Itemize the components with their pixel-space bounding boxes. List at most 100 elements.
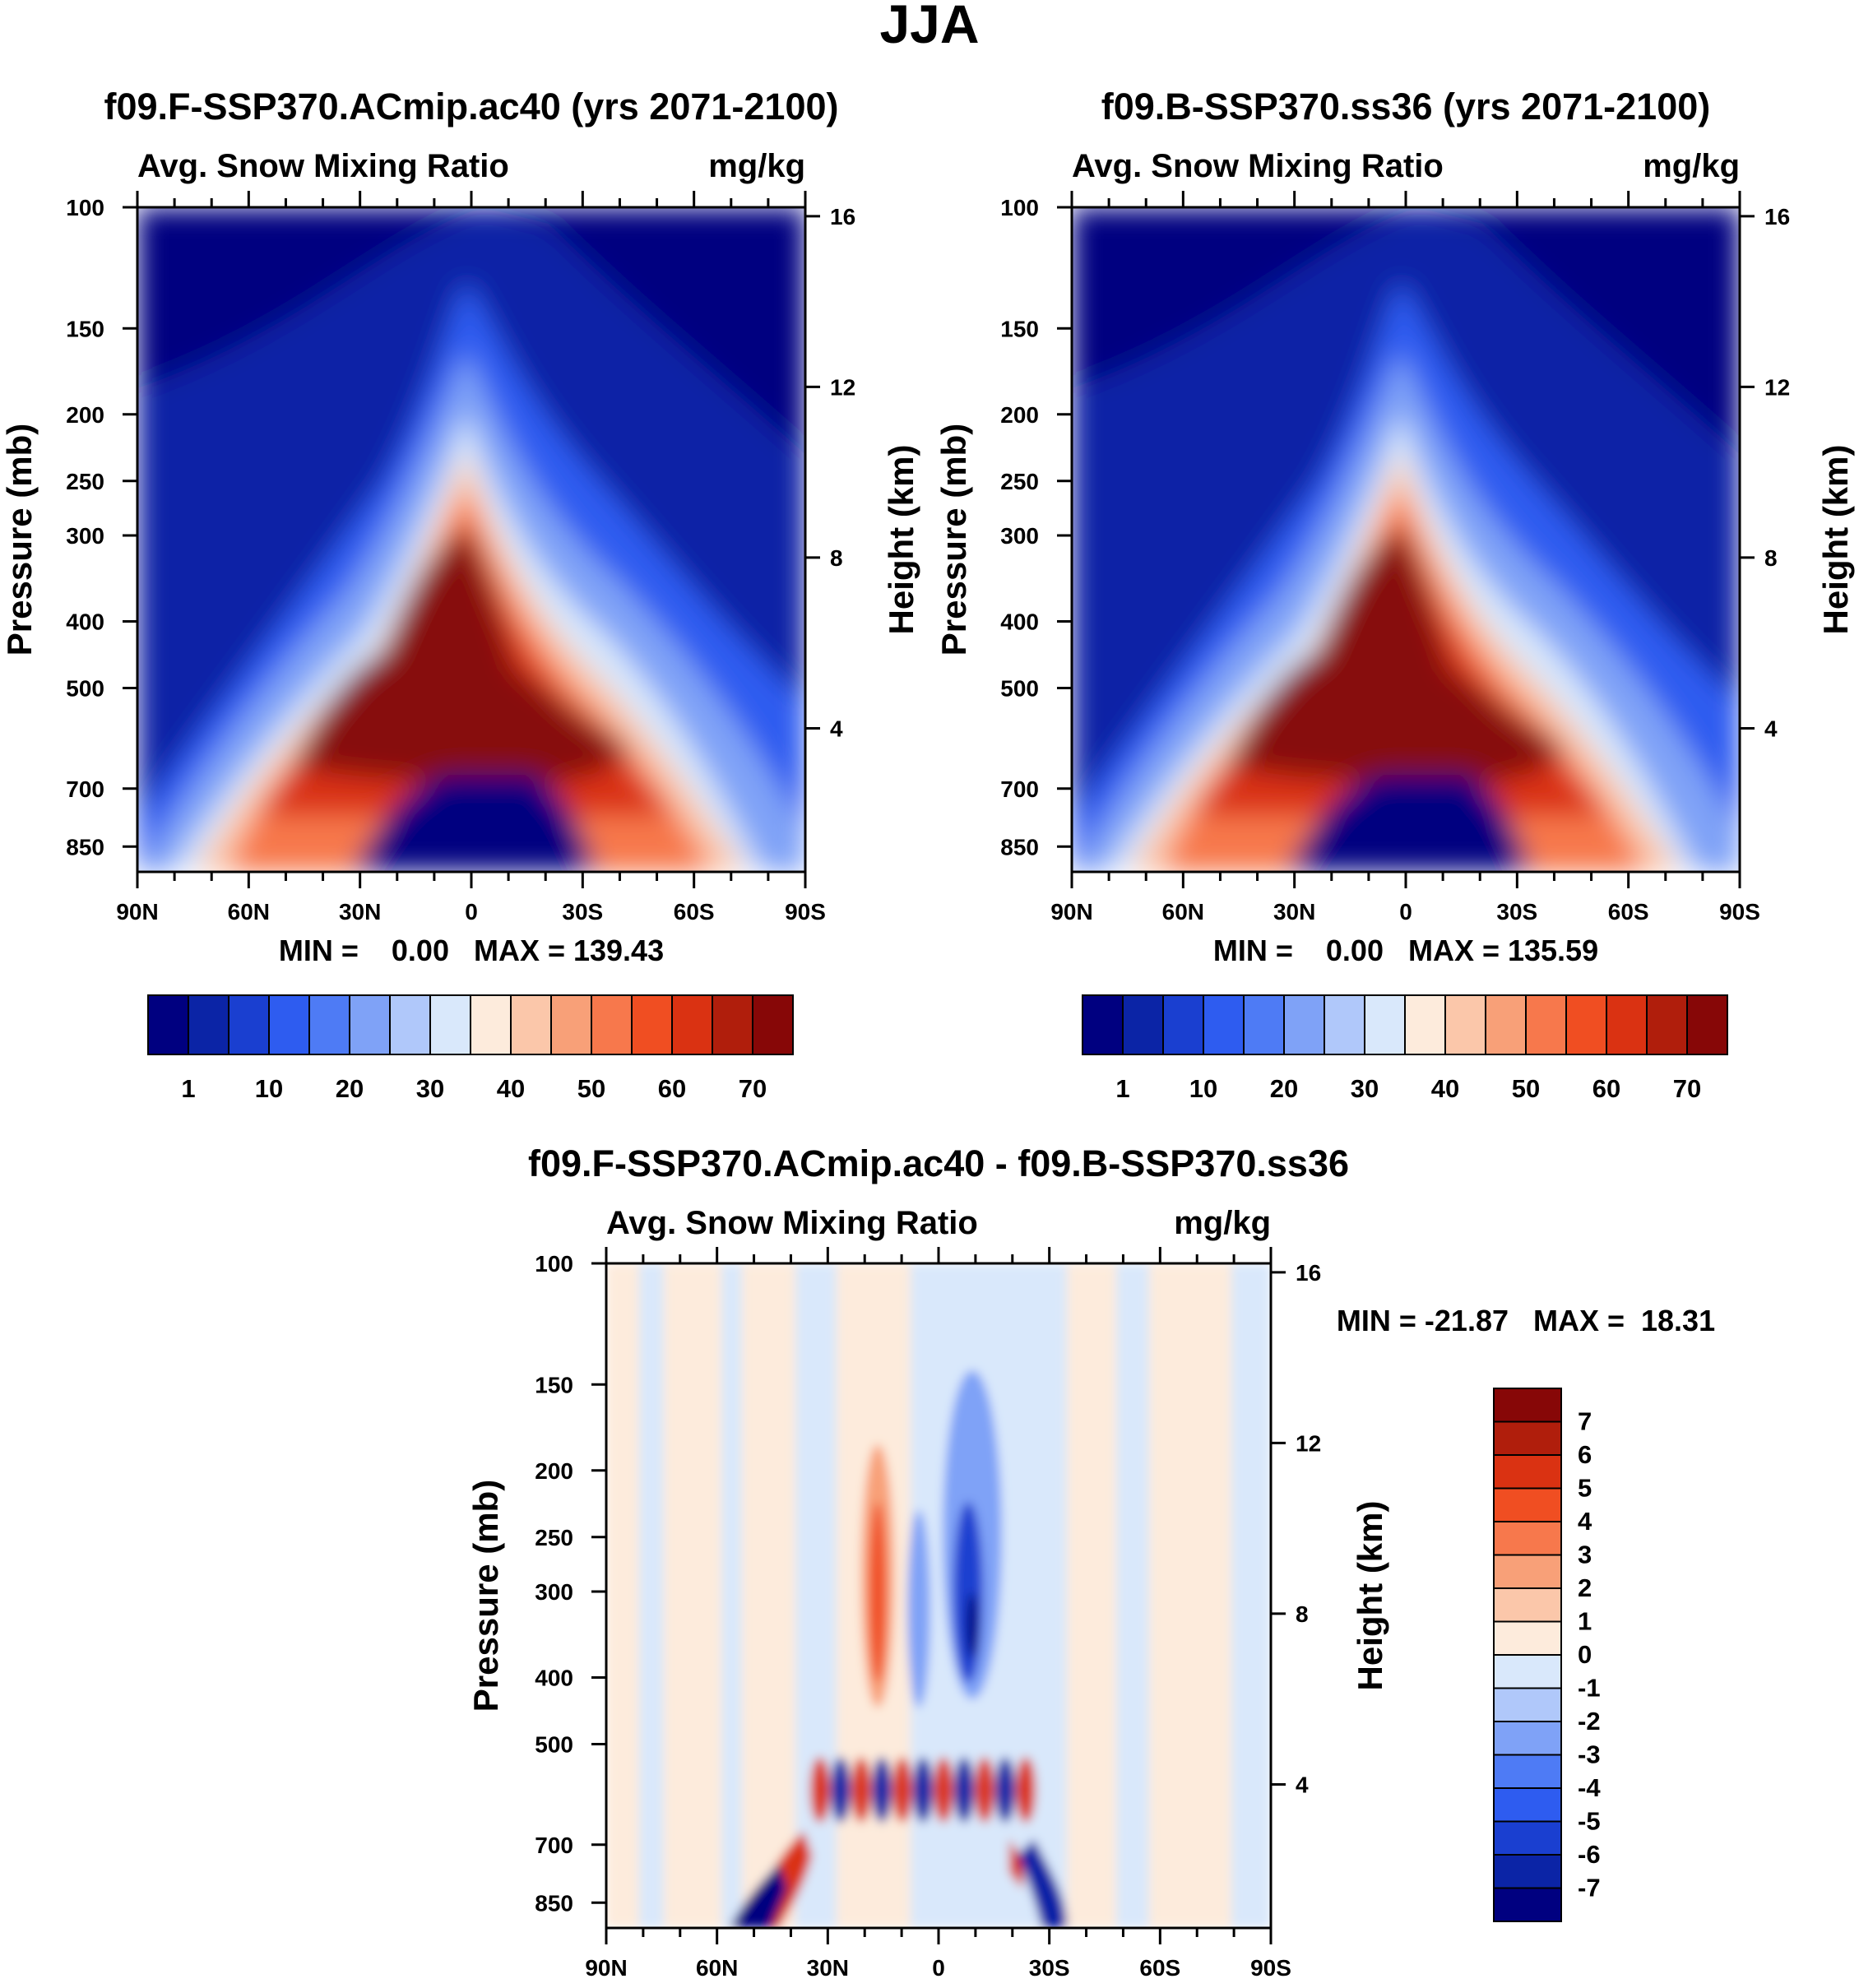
lat-tick-label: 0 <box>932 1955 945 1981</box>
colorbar-label: 1 <box>181 1074 195 1103</box>
diff-colorbar-swatch <box>1493 1388 1562 1423</box>
pressure-tick-label: 700 <box>66 776 104 802</box>
colorbar-swatch <box>1444 994 1486 1055</box>
pressure-tick-label: 300 <box>535 1579 573 1605</box>
colorbar-label: 40 <box>497 1074 525 1103</box>
diff-colorbar-label: -2 <box>1578 1707 1601 1735</box>
pressure-tick-label: 300 <box>1000 523 1039 549</box>
colorbar-swatch <box>550 994 592 1055</box>
colorbar-swatch <box>147 994 189 1055</box>
colorbar-swatch <box>1283 994 1325 1055</box>
diff-colorbar-label: 7 <box>1578 1407 1592 1436</box>
pressure-tick-label: 700 <box>535 1833 573 1858</box>
pressure-tick-label: 500 <box>66 676 104 702</box>
colorbar-label: 50 <box>1512 1074 1540 1103</box>
panel-left-plot-area <box>137 207 805 872</box>
panel-right-ylabel: Pressure (mb) <box>934 424 973 656</box>
lat-tick-label: 90N <box>585 1955 627 1981</box>
diff-colorbar-label: -3 <box>1578 1740 1601 1769</box>
pressure-tick-label: 500 <box>1000 676 1039 702</box>
panel-right-units-label: mg/kg <box>1643 148 1740 184</box>
height-tick-label: 12 <box>1296 1430 1321 1456</box>
colorbar-swatch <box>1324 994 1365 1055</box>
pressure-tick-label: 400 <box>1000 609 1039 635</box>
lat-tick-label: 0 <box>1399 899 1412 924</box>
diff-colorbar-swatch <box>1493 1454 1562 1490</box>
colorbar-label: 70 <box>1673 1074 1701 1103</box>
colorbar-swatch <box>1243 994 1285 1055</box>
colorbar-label: 40 <box>1431 1074 1459 1103</box>
diff-colorbar-swatch <box>1493 1687 1562 1722</box>
colorbar-label: 60 <box>1592 1074 1620 1103</box>
colorbar-label: 20 <box>1270 1074 1298 1103</box>
colorbar-label: 1 <box>1115 1074 1129 1103</box>
colorbar-swatch <box>228 994 270 1055</box>
figure-title: JJA <box>879 0 979 54</box>
colorbar-swatch <box>188 994 229 1055</box>
pressure-tick-label: 850 <box>535 1890 573 1916</box>
panel-left-units-label: mg/kg <box>708 148 805 184</box>
colorbar-swatch <box>631 994 673 1055</box>
colorbar-swatch <box>268 994 310 1055</box>
lat-tick-label: 30S <box>562 899 603 924</box>
pressure-tick-label: 250 <box>66 469 104 494</box>
colorbar-label: 30 <box>1351 1074 1379 1103</box>
height-tick-label: 12 <box>1764 374 1790 400</box>
height-tick-label: 4 <box>1764 716 1778 741</box>
lat-tick-label: 60N <box>696 1955 738 1981</box>
panel-diff-units-label: mg/kg <box>1174 1205 1271 1241</box>
colorbar-swatch <box>429 994 471 1055</box>
colorbar-label: 60 <box>658 1074 686 1103</box>
diff-colorbar-swatch <box>1493 1521 1562 1556</box>
diff-colorbar-swatch <box>1493 1554 1562 1589</box>
lat-tick-label: 90S <box>1719 899 1760 924</box>
pressure-tick-label: 150 <box>66 316 104 341</box>
pressure-tick-label: 100 <box>66 195 104 220</box>
diff-colorbar-label: -7 <box>1578 1874 1601 1902</box>
panel-right-y2label: Height (km) <box>1816 445 1855 635</box>
diff-colorbar-swatch <box>1493 1754 1562 1789</box>
colorbar-swatch <box>591 994 633 1055</box>
diff-colorbar-swatch <box>1493 1820 1562 1856</box>
diff-colorbar-swatch <box>1493 1787 1562 1823</box>
diff-colorbar-label: 0 <box>1578 1640 1592 1669</box>
panel-diff-minmax: MIN = -21.87 MAX = 18.31 <box>1337 1304 1715 1337</box>
pressure-tick-label: 850 <box>1000 834 1039 860</box>
colorbar-label: 20 <box>336 1074 364 1103</box>
height-tick-label: 16 <box>1764 204 1790 229</box>
colorbar-swatch <box>671 994 713 1055</box>
panel-left-title: f09.F-SSP370.ACmip.ac40 (yrs 2071-2100) <box>104 86 839 127</box>
lat-tick-label: 90S <box>1250 1955 1291 1981</box>
panel-right: f09.B-SSP370.ss36 (yrs 2071-2100) Avg. S… <box>934 86 1855 967</box>
lat-tick-label: 60S <box>674 899 715 924</box>
colorbar-swatch <box>1122 994 1164 1055</box>
lat-tick-label: 30S <box>1496 899 1537 924</box>
pressure-tick-label: 200 <box>535 1458 573 1484</box>
diff-colorbar-label: -6 <box>1578 1840 1601 1869</box>
panel-diff-ylabel: Pressure (mb) <box>466 1480 505 1712</box>
colorbar-label: 10 <box>1189 1074 1217 1103</box>
diff-colorbar-swatch <box>1493 1654 1562 1689</box>
lat-tick-label: 30S <box>1029 1955 1070 1981</box>
pressure-tick-label: 500 <box>535 1732 573 1758</box>
panel-left-variable-label: Avg. Snow Mixing Ratio <box>137 148 509 184</box>
pressure-tick-label: 150 <box>1000 316 1039 341</box>
colorbar-swatch <box>1646 994 1688 1055</box>
colorbar-swatch <box>308 994 350 1055</box>
panel-diff-contour-field <box>606 1263 1271 1928</box>
diff-colorbar-label: 4 <box>1578 1507 1592 1536</box>
colorbar-label: 70 <box>739 1074 767 1103</box>
diff-colorbar-swatch <box>1493 1721 1562 1756</box>
height-tick-label: 8 <box>1764 545 1778 571</box>
colorbar-swatch <box>1364 994 1406 1055</box>
panel-left-minmax: MIN = 0.00 MAX = 139.43 <box>279 934 664 967</box>
colorbar-swatch <box>712 994 753 1055</box>
panel-left-y2label: Height (km) <box>882 445 920 635</box>
lat-tick-label: 60N <box>1162 899 1204 924</box>
lat-tick-label: 90N <box>1050 899 1092 924</box>
pressure-tick-label: 200 <box>66 402 104 428</box>
diff-colorbar-label: 6 <box>1578 1440 1592 1469</box>
colorbar-label: 10 <box>255 1074 283 1103</box>
colorbar-swatch <box>349 994 391 1055</box>
